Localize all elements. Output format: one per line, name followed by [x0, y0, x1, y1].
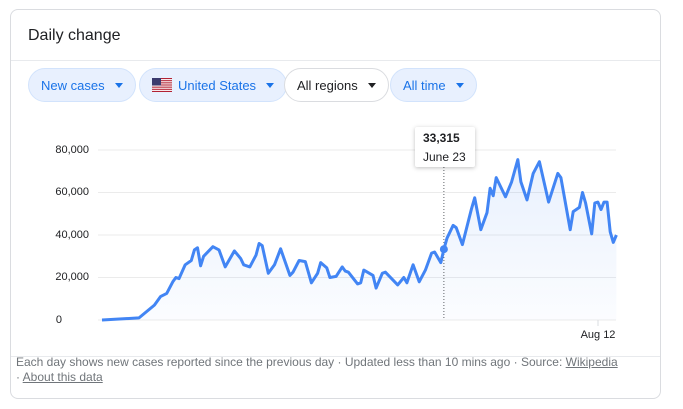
footer: Each day shows new cases reported since …	[16, 355, 636, 385]
x-tick-label: Aug 12	[581, 329, 616, 341]
tooltip-date: June 23	[423, 150, 466, 164]
daily-change-card: Daily change	[10, 9, 661, 399]
region-label: All regions	[297, 77, 358, 93]
metric-label: New cases	[41, 77, 105, 93]
highlight-point	[439, 245, 448, 254]
footer-separator: ·	[16, 370, 23, 384]
y-tick-label: 60,000	[55, 186, 89, 198]
card-title: Daily change	[28, 27, 121, 44]
source-link[interactable]: Wikipedia	[565, 355, 618, 369]
header-divider	[11, 60, 660, 61]
time-range-dropdown[interactable]: All time	[390, 68, 477, 102]
chart-tooltip: 33,315 June 23	[415, 127, 475, 167]
footer-text: Each day shows new cases reported since …	[16, 355, 566, 369]
country-label: United States	[178, 77, 257, 93]
series-area	[102, 159, 617, 320]
metric-dropdown[interactable]: New cases	[28, 68, 136, 102]
y-tick-label: 0	[55, 314, 62, 326]
y-tick-label: 80,000	[55, 144, 89, 156]
us-flag-icon	[152, 78, 172, 92]
footer-divider	[11, 356, 660, 357]
tooltip-value: 33,315	[423, 131, 460, 145]
about-data-link[interactable]: About this data	[22, 370, 103, 384]
time-range-label: All time	[403, 77, 446, 93]
caret-down-icon	[114, 82, 123, 88]
caret-down-icon	[266, 82, 275, 88]
caret-down-icon	[367, 82, 376, 88]
y-tick-label: 20,000	[55, 271, 89, 283]
series-line	[101, 158, 618, 322]
y-tick-label: 40,000	[55, 229, 89, 241]
caret-down-icon	[455, 82, 464, 88]
region-dropdown[interactable]: All regions	[284, 68, 389, 102]
